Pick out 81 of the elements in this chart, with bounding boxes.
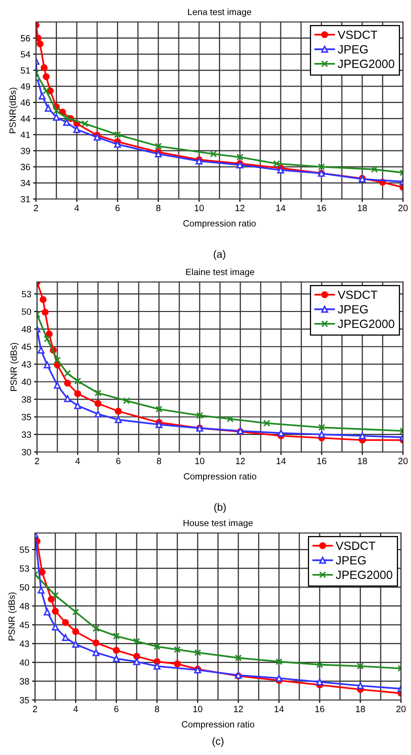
y-tick-label: 50 (22, 308, 32, 315)
y-tick-label: 34 (20, 180, 30, 186)
y-tick-label: 36 (20, 164, 30, 170)
x-tick-label: 20 (396, 706, 406, 712)
x-tick-label: 14 (276, 458, 286, 464)
x-tick-label: 16 (317, 458, 326, 464)
x-tick-label: 4 (75, 458, 80, 464)
legend-label: JPEG2000 (338, 60, 394, 68)
y-axis-title: PSNR(dBs) (9, 88, 18, 134)
y-tick-label: 48 (22, 326, 32, 332)
x-axis-title: Compression ratio (182, 720, 254, 730)
y-tick-label: 56 (20, 35, 30, 42)
x-tick-label: 10 (193, 706, 202, 712)
x-tick-label: 10 (194, 204, 204, 212)
x-tick-label: 12 (236, 204, 244, 212)
x-tick-label: 2 (32, 706, 38, 712)
x-tick-label: 18 (358, 458, 367, 464)
text: (c) (212, 737, 224, 747)
y-tick-label: 30 (22, 448, 32, 456)
y-tick-label: 54 (20, 51, 30, 58)
legend-label: JPEG (338, 45, 368, 54)
y-tick-label: 43 (20, 640, 30, 647)
y-tick-label: 33 (22, 431, 32, 438)
y-tick-label: 53 (20, 565, 30, 572)
x-tick-label: 12 (234, 706, 243, 712)
y-tick-label: 35 (22, 414, 32, 420)
x-axis-title: Compression ratio (183, 220, 256, 228)
x-tick-label: 4 (73, 706, 78, 712)
chart-title: House test image (184, 520, 253, 528)
chart-title: Elaine test image (186, 268, 254, 277)
y-tick-label: 44 (20, 116, 30, 122)
y-tick-label: 40 (22, 378, 32, 386)
x-tick-label: 20 (398, 458, 408, 464)
x-tick-label: 12 (236, 458, 245, 464)
text: (b) (214, 503, 226, 513)
y-tick-label: 38 (20, 678, 30, 685)
y-tick-label: 45 (22, 344, 32, 350)
legend-label: JPEG2000 (336, 570, 392, 580)
chart-title: Lena test image (188, 8, 252, 17)
y-tick-label: 40 (20, 659, 30, 666)
y-tick-label: 45 (20, 622, 30, 628)
legend-label: VSDCT (338, 30, 378, 39)
x-tick-label: 4 (74, 204, 80, 212)
y-tick-label: 53 (22, 290, 32, 298)
x-tick-label: 14 (274, 706, 284, 712)
y-tick-label: 39 (20, 148, 30, 154)
x-tick-label: 18 (356, 706, 365, 712)
text: (a) (214, 250, 226, 260)
x-tick-label: 8 (154, 706, 160, 712)
y-tick-label: 38 (22, 396, 32, 403)
x-tick-label: 16 (315, 706, 324, 712)
y-tick-label: 48 (20, 602, 30, 610)
x-tick-label: 16 (317, 204, 326, 212)
x-tick-label: 10 (195, 458, 204, 464)
legend-label: VSDCT (336, 542, 376, 550)
y-tick-label: 50 (20, 584, 30, 591)
y-axis-title: PSNR (dBs) (8, 592, 17, 640)
x-tick-label: 20 (398, 204, 408, 212)
x-tick-label: 2 (34, 204, 38, 212)
y-tick-label: 41 (20, 132, 30, 138)
x-tick-label: 6 (114, 706, 118, 712)
x-tick-label: 18 (358, 204, 367, 212)
legend-label: JPEG2000 (338, 320, 394, 328)
y-tick-label: 35 (20, 696, 30, 704)
y-axis-title: PSNR (dBs) (10, 342, 19, 391)
x-tick-label: 14 (276, 204, 286, 212)
y-tick-label: 31 (20, 196, 30, 202)
x-tick-label: 2 (34, 458, 40, 464)
x-tick-label: 6 (116, 204, 120, 212)
y-tick-label: 55 (20, 546, 30, 553)
y-tick-label: 49 (20, 83, 30, 90)
legend-label: VSDCT (338, 290, 378, 299)
x-tick-label: 8 (156, 204, 160, 212)
legend-label: JPEG (338, 305, 368, 314)
y-tick-label: 51 (20, 67, 30, 74)
x-tick-label: 6 (116, 458, 120, 464)
x-tick-label: 8 (156, 458, 162, 464)
x-axis-title: Compression ratio (184, 472, 256, 482)
legend-label: JPEG (336, 556, 366, 564)
y-tick-label: 43 (22, 361, 32, 368)
y-tick-label: 46 (20, 99, 30, 106)
